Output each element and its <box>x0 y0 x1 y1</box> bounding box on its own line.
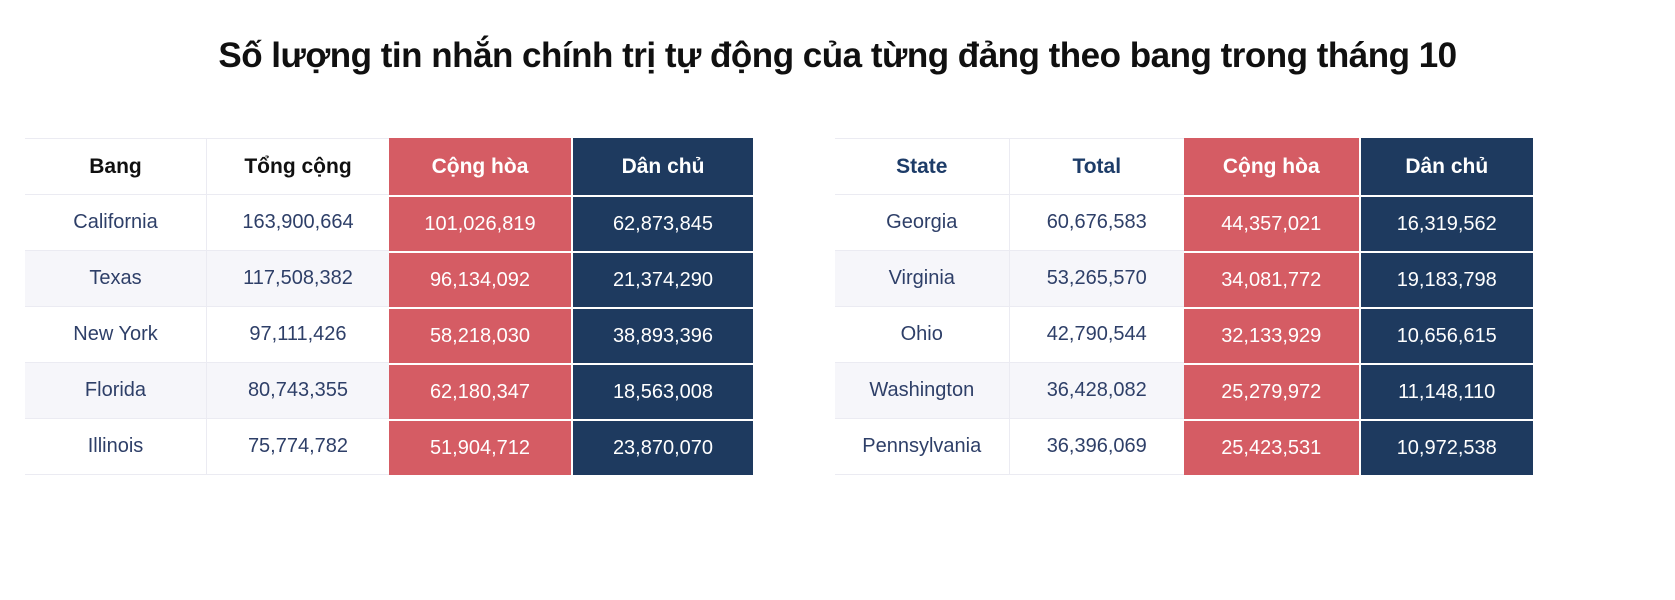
table-left: Bang Tổng cộng Cộng hòa Dân chủ Californ… <box>25 138 753 475</box>
state-cell: Pennsylvania <box>835 419 1010 475</box>
page: Số lượng tin nhắn chính trị tự động của … <box>0 36 1675 475</box>
total-cell: 36,396,069 <box>1009 419 1184 475</box>
total-cell: 60,676,583 <box>1009 195 1184 251</box>
total-cell: 117,508,382 <box>207 251 389 307</box>
democrat-cell: 21,374,290 <box>571 251 753 307</box>
state-cell: Georgia <box>835 195 1010 251</box>
republican-cell: 25,279,972 <box>1184 363 1359 419</box>
democrat-cell: 38,893,396 <box>571 307 753 363</box>
state-cell: Washington <box>835 363 1010 419</box>
state-cell: Florida <box>25 363 207 419</box>
democrat-cell: 10,656,615 <box>1358 307 1533 363</box>
republican-cell: 101,026,819 <box>389 195 571 251</box>
democrat-cell: 19,183,798 <box>1358 251 1533 307</box>
republican-cell: 25,423,531 <box>1184 419 1359 475</box>
column-header-state: Bang <box>25 138 207 195</box>
tables-container: Bang Tổng cộng Cộng hòa Dân chủ Californ… <box>25 138 1675 475</box>
column-header-democrat: Dân chủ <box>571 138 753 195</box>
democrat-cell: 11,148,110 <box>1358 363 1533 419</box>
page-title: Số lượng tin nhắn chính trị tự động của … <box>218 36 1457 75</box>
column-header-republican: Cộng hòa <box>1184 138 1359 195</box>
republican-cell: 62,180,347 <box>389 363 571 419</box>
state-cell: New York <box>25 307 207 363</box>
state-cell: Ohio <box>835 307 1010 363</box>
republican-cell: 44,357,021 <box>1184 195 1359 251</box>
total-cell: 75,774,782 <box>207 419 389 475</box>
republican-cell: 58,218,030 <box>389 307 571 363</box>
state-cell: Texas <box>25 251 207 307</box>
total-cell: 97,111,426 <box>207 307 389 363</box>
column-header-total: Total <box>1009 138 1184 195</box>
total-cell: 36,428,082 <box>1009 363 1184 419</box>
total-cell: 42,790,544 <box>1009 307 1184 363</box>
column-header-democrat: Dân chủ <box>1358 138 1533 195</box>
total-cell: 53,265,570 <box>1009 251 1184 307</box>
column-header-total: Tổng cộng <box>207 138 389 195</box>
democrat-cell: 16,319,562 <box>1358 195 1533 251</box>
total-cell: 163,900,664 <box>207 195 389 251</box>
state-cell: Illinois <box>25 419 207 475</box>
republican-cell: 32,133,929 <box>1184 307 1359 363</box>
democrat-cell: 10,972,538 <box>1358 419 1533 475</box>
democrat-cell: 62,873,845 <box>571 195 753 251</box>
democrat-cell: 18,563,008 <box>571 363 753 419</box>
state-cell: California <box>25 195 207 251</box>
column-header-state: State <box>835 138 1010 195</box>
republican-cell: 96,134,092 <box>389 251 571 307</box>
total-cell: 80,743,355 <box>207 363 389 419</box>
republican-cell: 34,081,772 <box>1184 251 1359 307</box>
table-right: State Total Cộng hòa Dân chủ Georgia 60,… <box>835 138 1533 475</box>
republican-cell: 51,904,712 <box>389 419 571 475</box>
democrat-cell: 23,870,070 <box>571 419 753 475</box>
column-header-republican: Cộng hòa <box>389 138 571 195</box>
state-cell: Virginia <box>835 251 1010 307</box>
